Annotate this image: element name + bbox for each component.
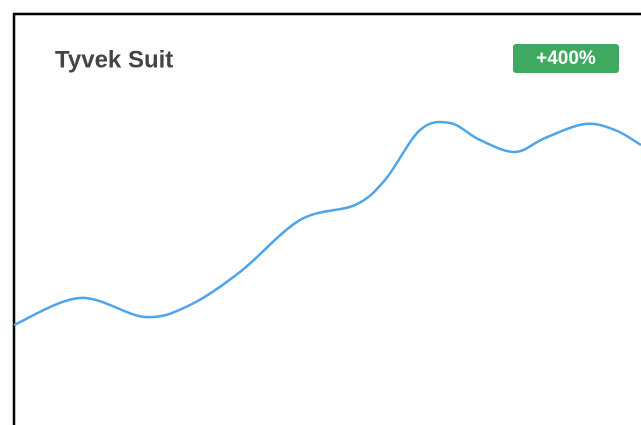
badge: +400% [536, 48, 596, 69]
card-border [12, 12, 641, 425]
badge-bg [513, 44, 619, 73]
chart-title: Tyvek Suit [55, 46, 173, 73]
sparkline [13, 120, 641, 327]
